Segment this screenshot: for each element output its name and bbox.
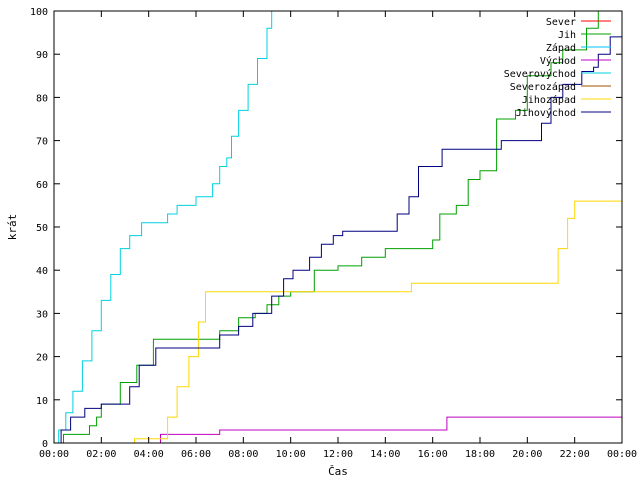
legend-label-vychod: Východ [540, 55, 576, 67]
y-tick-label: 70 [36, 137, 48, 148]
legend-label-severovychod: Severovýchod [504, 68, 576, 80]
y-tick-label: 40 [36, 266, 48, 277]
legend-label-zapad: Západ [546, 42, 576, 54]
y-axis-label: krát [6, 214, 19, 241]
y-tick-label: 100 [30, 7, 48, 18]
series-line-jihozapad [132, 200, 622, 444]
x-tick-label: 02:00 [86, 449, 116, 460]
legend-label-jih: Jih [558, 30, 576, 41]
y-axis: 0 10 20 30 40 50 60 70 80 90 100 [30, 7, 622, 450]
legend-label-jihovychod: Jihovýchod [516, 107, 576, 119]
y-tick-label: 90 [36, 50, 48, 61]
y-tick-label: 20 [36, 353, 48, 364]
x-tick-label: 00:00 [39, 449, 69, 460]
y-tick-label: 80 [36, 93, 48, 104]
x-tick-label: 18:00 [465, 449, 495, 460]
x-tick-label: 22:00 [560, 449, 590, 460]
x-tick-label: 12:00 [323, 449, 353, 460]
legend-label-severozapad: Severozápad [510, 81, 576, 93]
x-tick-label: 04:00 [134, 449, 164, 460]
series-line-severovychod [54, 11, 273, 444]
legend-label-jihozapad: Jihozápad [522, 94, 576, 106]
legend: Sever JihZápadVýchodSeverovýchodSeverozáp… [504, 17, 611, 119]
legend-label-sever: Sever [546, 17, 576, 28]
series-line-jihovychod [54, 36, 622, 444]
y-tick-label: 50 [36, 223, 48, 234]
x-tick-label: 10:00 [276, 449, 306, 460]
x-tick-label: 06:00 [181, 449, 211, 460]
x-tick-label: 20:00 [512, 449, 542, 460]
x-tick-label: 08:00 [228, 449, 258, 460]
y-tick-label: 60 [36, 180, 48, 191]
y-tick-label: 30 [36, 309, 48, 320]
x-tick-label: 14:00 [370, 449, 400, 460]
plot-series [54, 11, 622, 444]
x-axis: 00:00 02:00 04:00 06:00 08:00 10:00 12:00 14:00… [39, 11, 637, 460]
series-line-jih [54, 11, 599, 444]
y-tick-label: 0 [42, 439, 48, 450]
y-tick-label: 10 [36, 396, 48, 407]
series-line-vychod [158, 416, 622, 444]
x-axis-label: Čas [328, 465, 348, 478]
x-tick-label: 00:00 [607, 449, 637, 460]
x-tick-label: 16:00 [418, 449, 448, 460]
